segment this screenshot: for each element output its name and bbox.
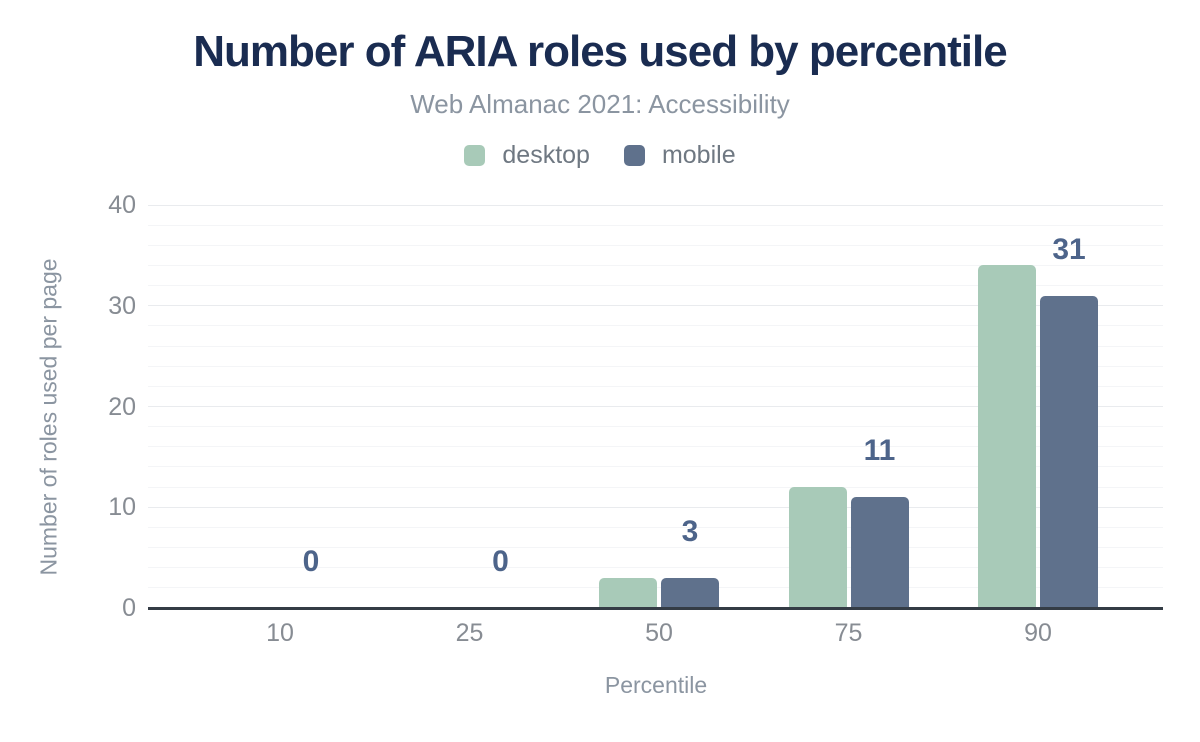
mobile-legend-swatch [623, 145, 645, 166]
major-gridline [148, 406, 1163, 407]
mobile-legend-label: mobile [661, 141, 736, 169]
chart-title: Number of ARIA roles used by percentile [193, 27, 1007, 76]
minor-gridline [148, 244, 1163, 246]
minor-gridline [148, 426, 1163, 428]
bar-desktop-75[interactable] [788, 487, 847, 608]
major-gridline [148, 305, 1163, 307]
minor-gridline [148, 365, 1163, 367]
bar-desktop-90[interactable] [978, 265, 1036, 608]
x-tick-label-50: 50 [645, 619, 673, 647]
major-gridline [148, 506, 1163, 508]
legend-item-desktop[interactable]: desktop [464, 141, 590, 170]
y-tick-label-0: 0 [122, 594, 136, 622]
minor-gridline [148, 264, 1163, 266]
legend: desktop mobile [0, 141, 1200, 170]
x-tick-label-90: 90 [1024, 619, 1052, 647]
bar-mobile-90[interactable] [1040, 295, 1098, 608]
minor-gridline [148, 285, 1163, 287]
x-axis-title: Percentile [604, 672, 708, 698]
legend-item-mobile[interactable]: mobile [623, 141, 736, 170]
minor-gridline [148, 325, 1163, 327]
data-label-25: 0 [492, 545, 509, 578]
bar-desktop-50[interactable] [599, 577, 657, 608]
minor-gridline [148, 466, 1163, 468]
minor-gridline [148, 486, 1163, 488]
y-tick-label-40: 40 [108, 191, 136, 219]
desktop-legend-swatch [464, 145, 486, 166]
plot-area: 0 0 3 11 31 [148, 204, 1163, 610]
minor-gridline [148, 526, 1163, 528]
x-tick-label-25: 25 [455, 619, 484, 647]
data-label-50: 3 [681, 514, 699, 548]
y-tick-label-30: 30 [108, 291, 136, 320]
x-axis-line [148, 607, 1163, 610]
minor-gridline [148, 547, 1163, 549]
y-tick-label-10: 10 [108, 493, 136, 522]
chart-subtitle: Web Almanac 2021: Accessibility [410, 89, 790, 119]
minor-gridline [148, 567, 1163, 569]
minor-gridline [148, 385, 1163, 387]
x-tick-label-75: 75 [834, 619, 863, 647]
major-gridline [148, 204, 1163, 206]
data-label-75: 11 [863, 434, 896, 468]
minor-gridline [148, 446, 1163, 448]
y-tick-label-20: 20 [108, 392, 136, 421]
bar-mobile-75[interactable] [850, 497, 909, 608]
minor-gridline [148, 345, 1163, 347]
bar-mobile-50[interactable] [661, 577, 719, 608]
minor-gridline [148, 224, 1163, 226]
desktop-legend-label: desktop [502, 141, 590, 169]
x-tick-label-10: 10 [266, 619, 294, 647]
data-label-10: 0 [302, 545, 320, 578]
data-label-90: 31 [1052, 232, 1086, 266]
